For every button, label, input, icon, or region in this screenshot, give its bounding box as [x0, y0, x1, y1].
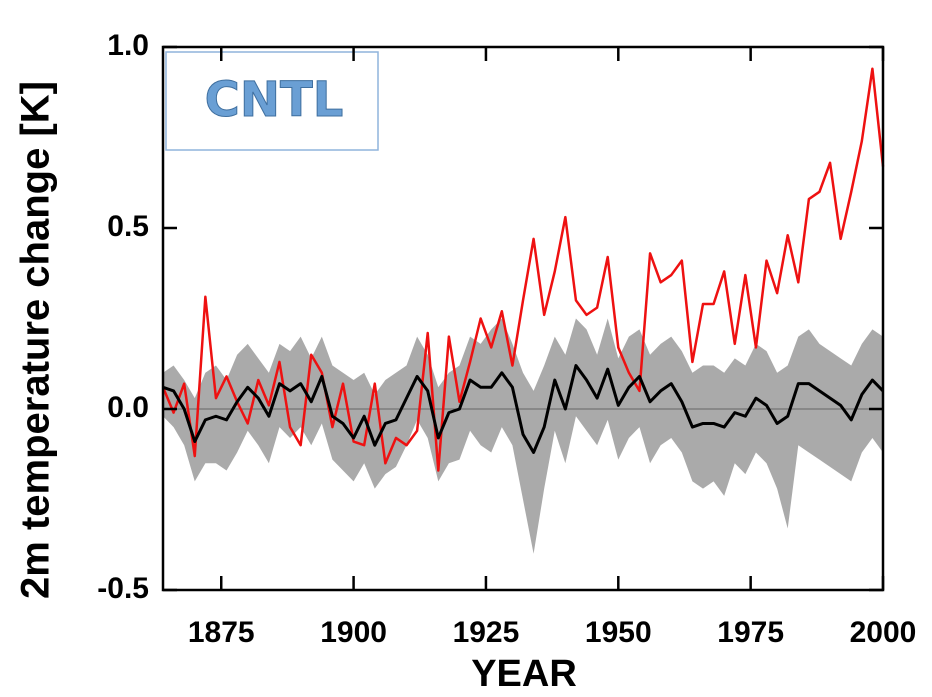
x-axis-label: YEAR — [471, 653, 577, 695]
y-axis-label: 2m temperature change [K] — [14, 81, 58, 599]
plot-frame — [161, 45, 885, 592]
x-tick-label: 1950 — [585, 616, 652, 649]
y-tick-label: 0.5 — [107, 210, 149, 243]
x-tick-label: 2000 — [850, 616, 917, 649]
y-tick-label: 0.0 — [107, 391, 149, 424]
x-tick-label: 1925 — [453, 616, 520, 649]
x-tick-label: 1975 — [717, 616, 784, 649]
series-line — [161, 67, 885, 472]
y-tick-label: 1.0 — [107, 29, 149, 62]
series-line — [162, 364, 885, 454]
x-tick-label: 1900 — [320, 616, 387, 649]
x-tick-label: 1875 — [188, 616, 255, 649]
annotation-box — [165, 51, 379, 151]
y-tick-label: -0.5 — [97, 572, 149, 605]
annotation: CNTL — [205, 72, 344, 128]
